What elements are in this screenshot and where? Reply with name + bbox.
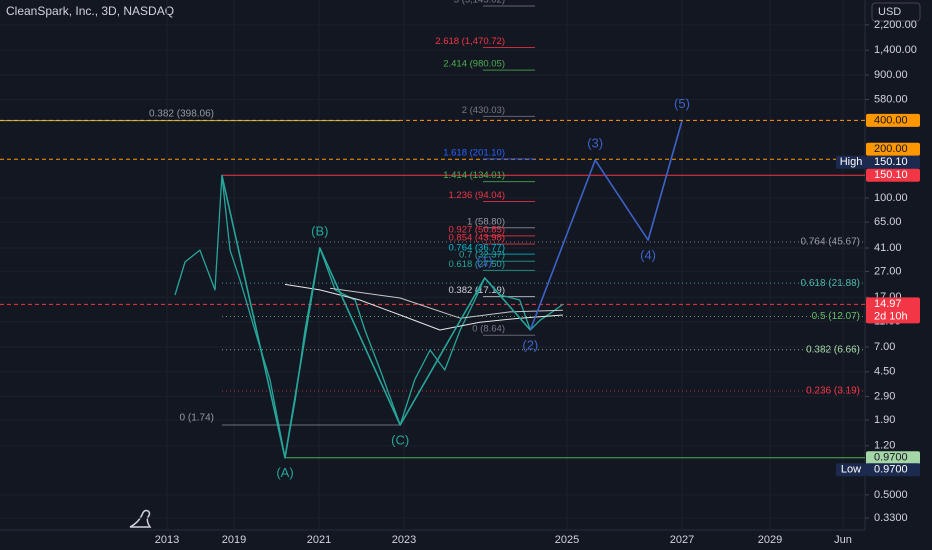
wave-label: (A) [276, 465, 293, 480]
price-tag-box [836, 155, 866, 169]
fib-extension-label: 1 (58.80) [467, 216, 505, 227]
x-tick-label: 2019 [222, 534, 246, 546]
wave-line [529, 120, 683, 331]
x-tick-label: 2013 [155, 534, 179, 546]
price-label-sub: 2d 10h [874, 310, 908, 322]
moving-average [284, 283, 563, 331]
y-tick-label: 4.50 [874, 366, 895, 378]
y-tick-label: 2.90 [874, 390, 895, 402]
fib-extension-label: 1.414 (134.01) [443, 170, 505, 181]
fib-label: 0.382 (398.06) [149, 108, 214, 119]
price-tag: Low [841, 464, 861, 476]
fib-extension-label: 2.414 (980.05) [443, 59, 505, 70]
x-tick-label: 2021 [307, 534, 331, 546]
moving-average [329, 287, 563, 319]
currency[interactable]: USD [878, 6, 901, 18]
y-tick-label: 1.90 [874, 414, 895, 426]
x-tick-label: Jun [834, 534, 852, 546]
y-tick-label: 0.3300 [874, 512, 908, 524]
x-tick-label: 2023 [392, 534, 416, 546]
fib-extension-label: 2.618 (1,470.72) [435, 36, 505, 47]
x-tick-label: 2027 [670, 534, 694, 546]
wave-label: (5) [674, 96, 690, 111]
price-label: 200.00 [874, 143, 908, 155]
wave-label: (C) [391, 432, 409, 447]
price-label: 400.00 [874, 114, 908, 126]
fib-label: 0.5 (12.07) [812, 311, 860, 322]
wave-label: (1) [477, 253, 493, 268]
x-tick-label: 2029 [758, 534, 782, 546]
price-label-box [866, 155, 920, 169]
fib-label: 0 (1.74) [180, 413, 214, 424]
y-tick-label: 100.00 [874, 192, 908, 204]
y-tick-label: 1.20 [874, 440, 895, 452]
y-tick-label: 1,400.00 [874, 44, 917, 56]
fib-extension-label: 0.854 (43.98) [448, 233, 505, 244]
fib-extension-label: 0.7 (32.37) [459, 250, 505, 261]
y-tick-label: 65.00 [874, 216, 902, 228]
chart-title: CleanSpark, Inc., 3D, NASDAQ [6, 4, 174, 18]
fib-extension-label: 0.764 (36.77) [448, 243, 505, 254]
price-label-box [866, 451, 920, 465]
y-tick-label: 7.00 [874, 341, 895, 353]
x-tick-label: 2025 [555, 534, 579, 546]
wave-label: (3) [587, 135, 603, 150]
price-label-box [866, 463, 920, 477]
y-tick-label: 27.00 [874, 265, 902, 277]
price-label: 14.97 [874, 298, 902, 310]
y-tick-label: 900.00 [874, 69, 908, 81]
fib-extension-label: 1.236 (94.04) [448, 190, 505, 201]
price-label-box [866, 168, 920, 182]
logo [129, 509, 152, 528]
fib-extension-label: 0.927 (50.85) [448, 224, 505, 235]
wave-label: (4) [640, 248, 656, 263]
fib-extension-label: 2 (430.03) [462, 105, 505, 116]
price-label: 150.10 [874, 156, 908, 168]
y-tick-label: 0.5000 [874, 489, 908, 501]
y-tick-label: 41.00 [874, 242, 902, 254]
price-tag: High [840, 156, 863, 168]
price-label: 0.9700 [874, 464, 908, 476]
fib-extension-label: 0.618 (27.50) [448, 259, 505, 270]
fib-label: 0.764 (45.67) [801, 237, 861, 248]
fib-extension-label: 3 (5,145.02) [454, 0, 505, 6]
fib-extension-label: 0 (8.64) [472, 324, 505, 335]
price-label-box [866, 142, 920, 156]
currency-button[interactable] [871, 2, 921, 22]
price-tag-box [836, 463, 866, 477]
y-tick-label: 2,200.00 [874, 19, 917, 31]
wave-label: (2) [522, 337, 538, 352]
price-label-box [866, 297, 920, 324]
fib-label: 0.618 (21.88) [801, 278, 861, 289]
price-label-box [866, 113, 920, 127]
price-line [174, 174, 564, 459]
fib-label: 0.382 (6.66) [806, 344, 860, 355]
wave-line [221, 175, 531, 459]
wave-label: (B) [311, 223, 328, 238]
y-tick-label: 580.00 [874, 93, 908, 105]
fib-extension-label: 1.618 (201.10) [443, 147, 505, 158]
price-label: 0.9700 [874, 452, 908, 464]
price-label: 150.10 [874, 169, 908, 181]
fib-label: 0.236 (3.19) [806, 386, 860, 397]
